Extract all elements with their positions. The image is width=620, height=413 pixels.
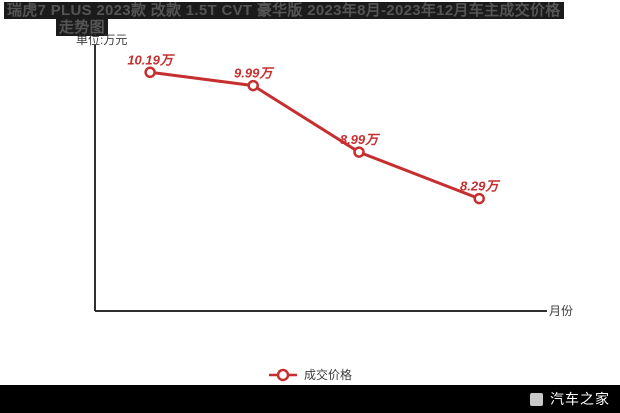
data-point (473, 192, 485, 205)
footer-bar: 汽车之家 (0, 385, 620, 413)
autohome-brand-text: 汽车之家 (550, 391, 610, 407)
data-point-label: 8.29万 (460, 179, 501, 194)
data-point (247, 79, 259, 92)
data-point (353, 146, 365, 158)
chart-title-line2: 走势图 (56, 19, 108, 36)
data-point-label: 9.99万 (234, 66, 275, 81)
legend-label: 成交价格 (303, 368, 352, 382)
price-line (149, 70, 480, 200)
chart-title-line1: 瑞虎7 PLUS 2023款 改款 1.5T CVT 豪华版 2023年8月-2… (4, 2, 564, 19)
autohome-logo-icon (530, 392, 543, 406)
y-axis-unit-label: 单位:万元 (76, 33, 128, 47)
data-point-label: 8.99万 (340, 132, 381, 147)
legend: 成交价格 (0, 366, 620, 383)
data-point-label: 10.19万 (127, 52, 176, 67)
data-point (144, 66, 156, 79)
legend-line-marker-icon (268, 368, 297, 381)
x-axis-label: 月份 (549, 304, 574, 318)
